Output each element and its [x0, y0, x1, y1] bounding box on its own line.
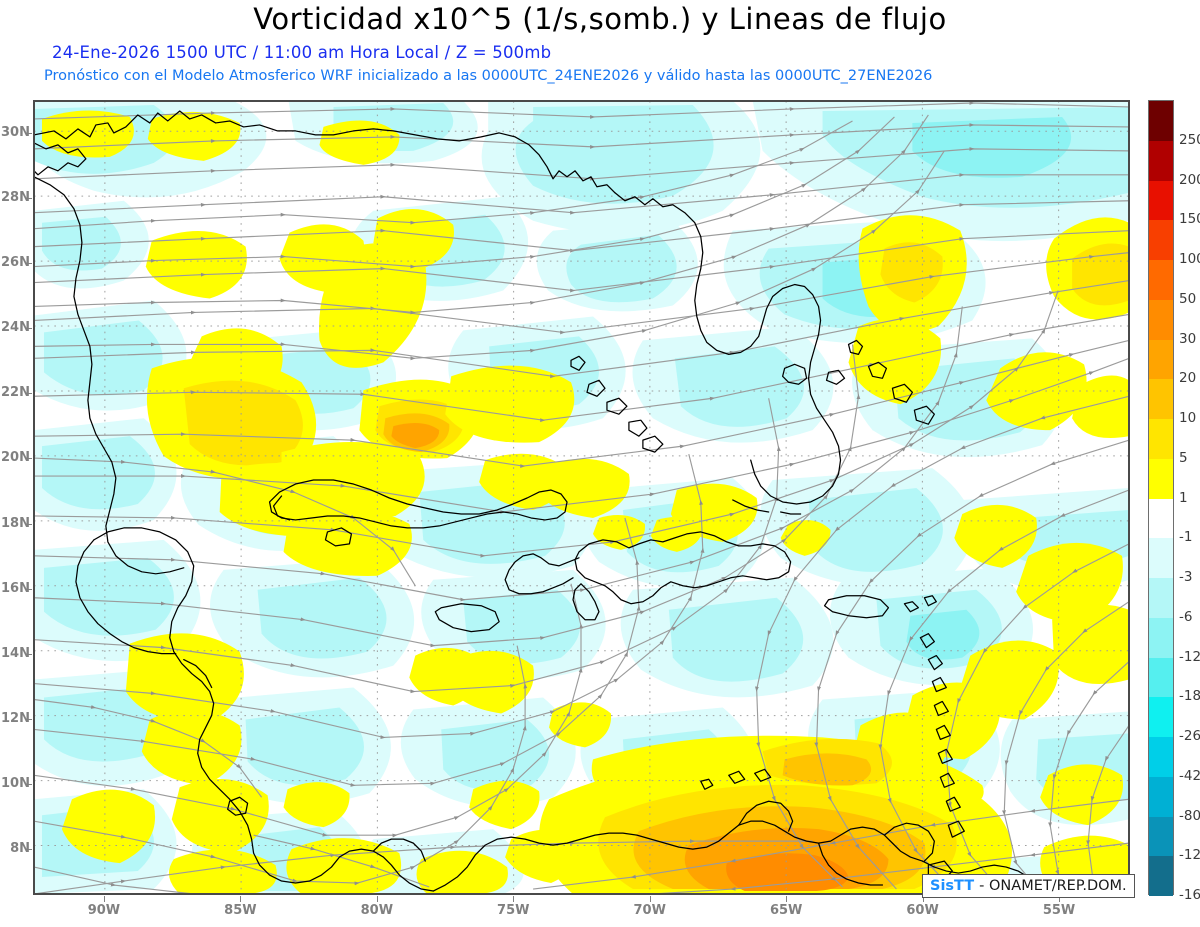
- colorbar-band: [1149, 419, 1173, 459]
- colorbar-band: [1149, 657, 1173, 698]
- chart-subtitle: 24-Ene-2026 1500 UTC / 11:00 am Hora Loc…: [52, 43, 552, 62]
- lat-tick-label: 28N: [1, 189, 30, 205]
- colorbar-tick-label: -12: [1179, 648, 1200, 665]
- vorticity-map: [34, 101, 1129, 894]
- colorbar-tick-label: 10: [1179, 410, 1197, 426]
- colorbar-band: [1149, 101, 1173, 141]
- lat-tick-mark: [26, 262, 32, 264]
- colorbar-band: [1149, 299, 1173, 340]
- lat-tick-mark: [26, 132, 32, 134]
- lon-tick-label: 55W: [1042, 903, 1076, 918]
- sistt-brand-label: SisTT: [930, 878, 975, 894]
- coastlines: [34, 110, 1047, 892]
- lat-tick-label: 14N: [1, 645, 30, 661]
- colorbar-band: [1149, 737, 1173, 777]
- colorbar-tick-label: 100: [1179, 251, 1200, 267]
- colorbar-tick-label: -18: [1179, 688, 1200, 705]
- colorbar-tick-label: 5: [1179, 449, 1188, 466]
- chart-note: Pronóstico con el Modelo Atmosferico WRF…: [44, 68, 933, 84]
- lat-tick-mark: [26, 458, 32, 460]
- colorbar-band: [1149, 140, 1173, 181]
- lat-tick-mark: [26, 523, 32, 525]
- lat-tick-label: 22N: [1, 385, 30, 401]
- colorbar-band: [1149, 339, 1173, 380]
- colorbar-tick-label: 250: [1179, 131, 1200, 148]
- colorbar-tick-label: -42: [1179, 767, 1200, 784]
- lon-tick-label: 60W: [906, 903, 939, 918]
- colorbar-tick-label: 30: [1179, 330, 1197, 347]
- lat-tick-mark: [26, 719, 32, 721]
- streamlines: [34, 101, 1129, 894]
- page-title: Vorticidad x10^5 (1/s,somb.) y Lineas de…: [253, 2, 947, 36]
- colorbar-band: [1149, 498, 1173, 539]
- colorbar-tick-label: -6: [1179, 608, 1193, 625]
- lat-tick-mark: [26, 653, 32, 655]
- colorbar-band: [1149, 260, 1173, 300]
- lat-tick-mark: [26, 849, 32, 851]
- lon-tick-label: 85W: [224, 903, 257, 918]
- lon-tick-mark: [786, 896, 788, 902]
- lat-tick-mark: [26, 588, 32, 590]
- lon-tick-mark: [922, 896, 924, 902]
- lon-tick-mark: [513, 896, 515, 902]
- lon-tick-label: 80W: [360, 903, 394, 918]
- lon-tick-label: 90W: [87, 903, 121, 918]
- lat-tick-mark: [26, 328, 32, 330]
- lon-tick-mark: [103, 896, 105, 902]
- lon-tick-label: 75W: [497, 903, 530, 918]
- lat-tick-label: 8N: [10, 841, 30, 857]
- colorbar-tick-label: -80: [1179, 807, 1200, 824]
- attribution-badge: SisTT - ONAMET/REP.DOM.: [922, 874, 1135, 898]
- colorbar-tick-label: -1: [1179, 529, 1193, 546]
- lat-tick-label: 12N: [1, 711, 30, 727]
- colorbar-band: [1149, 220, 1173, 260]
- lon-tick-mark: [1059, 896, 1061, 902]
- weather-map-panel[interactable]: [33, 100, 1130, 895]
- colorbar-band: [1149, 816, 1173, 857]
- lon-tick-label: 70W: [633, 903, 666, 918]
- colorbar-tick-label: 200: [1179, 171, 1200, 188]
- onamet-org-label: - ONAMET/REP.DOM.: [979, 878, 1127, 894]
- lat-tick-label: 26N: [1, 254, 30, 270]
- colorbar-band: [1149, 379, 1173, 419]
- colorbar-tick-label: 50: [1179, 290, 1197, 307]
- lat-tick-label: 10N: [1, 776, 30, 792]
- lat-tick-mark: [26, 784, 32, 786]
- colorbar-band: [1149, 856, 1173, 896]
- lon-tick-label: 65W: [769, 903, 803, 918]
- colorbar-tick-label: -160: [1179, 887, 1200, 903]
- lat-tick-mark: [26, 197, 32, 199]
- colorbar-tick-label: -120: [1179, 847, 1200, 864]
- lon-tick-mark: [649, 896, 651, 902]
- colorbar-band: [1149, 578, 1173, 618]
- lat-tick-label: 24N: [1, 320, 30, 336]
- lon-tick-mark: [376, 896, 378, 902]
- colorbar-tick-label: -3: [1179, 569, 1193, 585]
- lat-tick-label: 20N: [1, 450, 30, 466]
- lat-tick-label: 18N: [1, 515, 30, 531]
- colorbar-band: [1149, 458, 1173, 499]
- colorbar-band: [1149, 617, 1173, 658]
- lat-tick-mark: [26, 393, 32, 395]
- colorbar-tick-label: 20: [1179, 370, 1197, 387]
- colorbar-band: [1149, 538, 1173, 578]
- colorbar[interactable]: [1148, 100, 1174, 896]
- colorbar-tick-label: -26: [1179, 728, 1200, 744]
- colorbar-band: [1149, 776, 1173, 817]
- colorbar-tick-label: 150: [1179, 211, 1200, 228]
- chart-header: Vorticidad x10^5 (1/s,somb.) y Lineas de…: [0, 0, 1200, 92]
- colorbar-tick-label: 1: [1179, 489, 1188, 506]
- colorbar-band: [1149, 697, 1173, 737]
- colorbar-band: [1149, 180, 1173, 221]
- lat-tick-label: 30N: [1, 124, 30, 140]
- lat-tick-label: 16N: [1, 580, 30, 596]
- lon-tick-mark: [240, 896, 242, 902]
